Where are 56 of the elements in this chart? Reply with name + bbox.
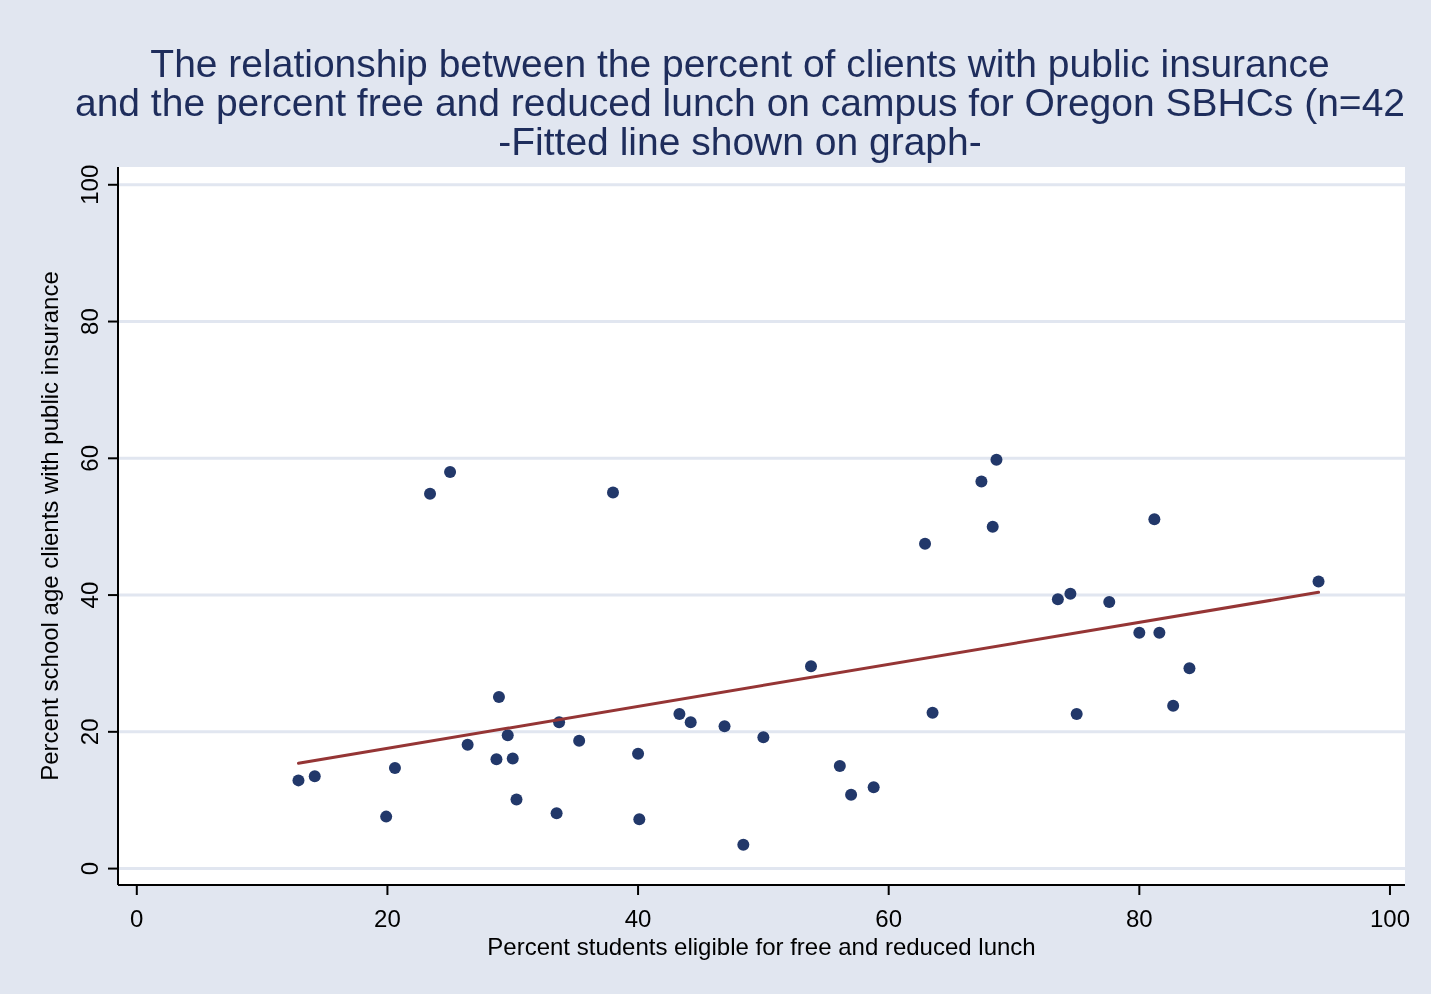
point bbox=[1312, 575, 1325, 588]
point bbox=[633, 813, 646, 826]
y-tick-label: 40 bbox=[76, 581, 103, 609]
y-tick-label: 100 bbox=[76, 164, 103, 205]
point bbox=[986, 520, 999, 533]
point bbox=[718, 720, 731, 733]
y-tick-label: 0 bbox=[76, 861, 103, 876]
point bbox=[380, 810, 393, 823]
point bbox=[424, 487, 437, 500]
point bbox=[510, 793, 523, 806]
point bbox=[845, 788, 858, 801]
y-axis-title: Percent school age clients with public insurance bbox=[36, 271, 63, 781]
point bbox=[1183, 662, 1196, 675]
point bbox=[632, 747, 645, 760]
point bbox=[1103, 595, 1116, 608]
point bbox=[926, 706, 939, 719]
point bbox=[919, 537, 932, 550]
y-tick-label: 20 bbox=[76, 718, 103, 746]
x-tick-label: 60 bbox=[875, 905, 903, 932]
point bbox=[1133, 626, 1146, 639]
point bbox=[1064, 587, 1077, 600]
point bbox=[490, 753, 503, 766]
y-tick-label: 60 bbox=[76, 444, 103, 472]
x-axis-title: Percent students eligible for free and reduced lunch bbox=[487, 933, 1036, 960]
x-tick-label: 80 bbox=[1125, 905, 1153, 932]
point bbox=[292, 774, 305, 787]
point bbox=[388, 762, 401, 775]
point bbox=[1167, 699, 1180, 712]
point bbox=[1070, 708, 1083, 721]
point bbox=[990, 453, 1003, 466]
point bbox=[444, 465, 457, 478]
point bbox=[1148, 513, 1161, 526]
point bbox=[975, 475, 988, 488]
y-tick-label: 80 bbox=[76, 308, 103, 335]
point bbox=[501, 729, 514, 742]
point bbox=[757, 731, 770, 744]
point bbox=[805, 660, 817, 673]
point bbox=[833, 760, 846, 773]
point bbox=[573, 734, 586, 747]
point bbox=[673, 708, 686, 721]
point bbox=[461, 738, 474, 751]
point bbox=[308, 770, 321, 783]
point bbox=[492, 690, 505, 703]
point bbox=[1051, 593, 1064, 606]
chart-title: The relationship between the percent of clients with public insurance and the percent free and reduced lunch on campus for Oregon SBHCs (n=42 bbox=[74, 42, 1406, 124]
point bbox=[506, 752, 519, 765]
x-tick-label: 0 bbox=[130, 905, 144, 932]
x-tick-label: 40 bbox=[624, 905, 652, 932]
point bbox=[737, 838, 750, 851]
x-tick-label: 100 bbox=[1369, 905, 1410, 932]
point bbox=[684, 716, 697, 729]
point bbox=[607, 486, 619, 499]
point bbox=[1153, 626, 1166, 639]
point bbox=[550, 807, 563, 820]
point bbox=[867, 781, 880, 794]
x-tick-label: 20 bbox=[374, 905, 401, 932]
